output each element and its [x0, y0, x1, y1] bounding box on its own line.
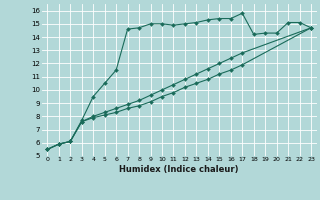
X-axis label: Humidex (Indice chaleur): Humidex (Indice chaleur) [119, 165, 239, 174]
